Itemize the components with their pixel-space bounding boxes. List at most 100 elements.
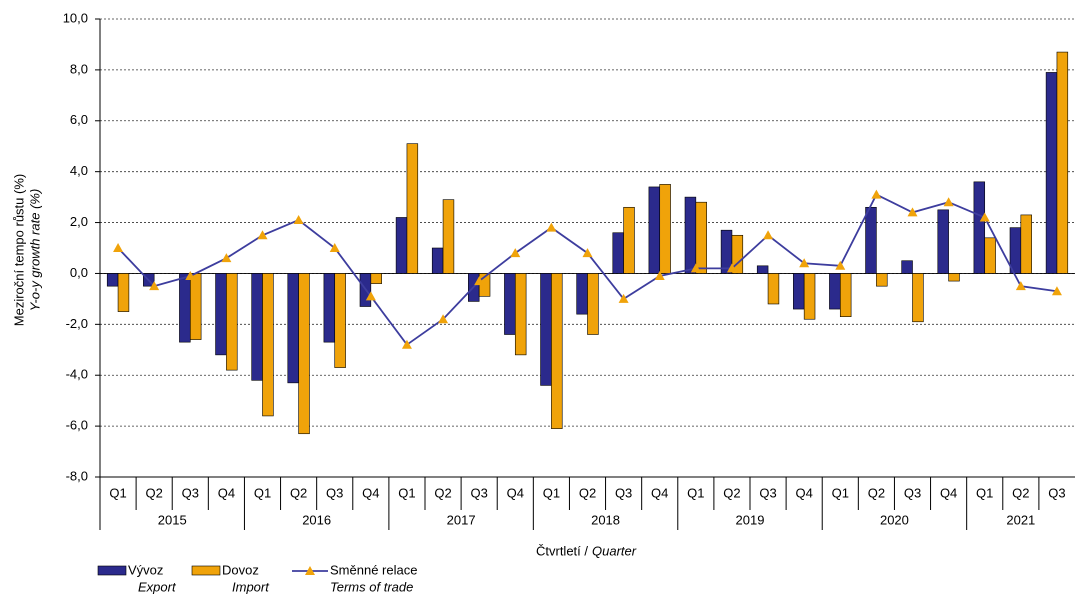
bar (612, 232, 624, 274)
legend-label: Dovoz (222, 562, 259, 577)
bar (659, 184, 671, 274)
year-label: 2020 (880, 512, 909, 527)
bar (937, 209, 949, 274)
legend-swatch (97, 565, 127, 576)
marker (365, 291, 376, 301)
bar (803, 273, 816, 320)
legend-label: Vývoz (128, 562, 163, 577)
x-tick-label: Q2 (723, 485, 740, 500)
marker (799, 258, 810, 268)
bar (226, 273, 238, 371)
x-tick-label: Q3 (470, 485, 487, 500)
marker (835, 260, 846, 270)
marker (943, 197, 954, 207)
y-tick-label: 10,0 (63, 10, 88, 25)
bar (756, 265, 769, 274)
bar (251, 273, 263, 381)
bar (262, 273, 274, 417)
x-tick-label: Q4 (362, 485, 379, 500)
x-tick-label: Q1 (976, 485, 993, 500)
x-tick-label: Q3 (904, 485, 921, 500)
bar (106, 273, 119, 287)
marker (221, 253, 232, 263)
bar (395, 217, 408, 274)
marker (979, 212, 990, 222)
x-tick-label: Q1 (109, 485, 126, 500)
marker (293, 215, 304, 225)
bar (695, 201, 707, 274)
bar (189, 273, 202, 340)
marker (257, 230, 268, 240)
bar (442, 199, 455, 274)
y-tick-label: 6,0 (70, 112, 88, 127)
bar (973, 181, 986, 274)
bar (901, 260, 913, 274)
marker (510, 248, 521, 258)
x-tick-label: Q4 (795, 485, 812, 500)
legend-swatch (191, 565, 221, 576)
marker (113, 243, 124, 252)
marker (438, 314, 449, 324)
x-tick-label: Q3 (759, 485, 776, 500)
bar (179, 273, 191, 343)
bar (587, 273, 599, 335)
marker (1015, 281, 1026, 291)
year-label: 2019 (736, 512, 765, 527)
year-label: 2015 (158, 512, 187, 527)
marker (185, 270, 196, 280)
year-label: 2016 (302, 512, 331, 527)
y-tick-label: 4,0 (70, 163, 88, 178)
bar (984, 237, 996, 274)
bar (406, 143, 419, 274)
x-tick-label: Q1 (254, 485, 271, 500)
y-tick-label: -8,0 (66, 468, 88, 483)
y-axis-title-en: Y-o-y growth rate (%) (27, 189, 42, 312)
legend-label-en: Terms of trade (330, 579, 413, 594)
x-tick-label: Q4 (507, 485, 524, 500)
bar (865, 206, 877, 274)
bar (117, 273, 130, 312)
legend-label: Směnné relace (330, 562, 417, 577)
bar (623, 206, 635, 274)
bar (1020, 214, 1032, 274)
x-tick-label: Q4 (218, 485, 235, 500)
bar (370, 273, 382, 284)
y-tick-label: 0,0 (70, 265, 88, 280)
bar (912, 273, 924, 323)
bar (793, 273, 805, 310)
bar (1045, 72, 1058, 274)
bar (829, 273, 841, 310)
bar (323, 273, 336, 343)
x-tick-label: Q4 (940, 485, 957, 500)
x-tick-label: Q1 (398, 485, 415, 500)
marker (654, 270, 665, 280)
x-tick-label: Q2 (434, 485, 451, 500)
bar (576, 273, 588, 315)
bar (540, 273, 552, 386)
marker (726, 263, 737, 273)
bar (215, 273, 227, 356)
marker (690, 263, 701, 273)
y-tick-label: -2,0 (66, 316, 88, 331)
x-tick-label: Q1 (832, 485, 849, 500)
bar (839, 273, 852, 318)
bar (684, 196, 697, 274)
legend-label-en: Export (138, 579, 177, 594)
bar (767, 273, 780, 305)
marker (474, 276, 485, 286)
bar (334, 273, 346, 368)
x-tick-label: Q2 (145, 485, 162, 500)
bar (876, 273, 888, 287)
marker (329, 243, 340, 252)
x-tick-label: Q3 (182, 485, 199, 500)
bar (287, 273, 299, 384)
marker (401, 339, 412, 349)
marker (763, 230, 774, 240)
legend-label-en: Import (232, 579, 270, 594)
x-tick-label: Q2 (1012, 485, 1029, 500)
bar (1056, 51, 1069, 274)
y-tick-label: 2,0 (70, 214, 88, 229)
bar (1009, 227, 1022, 274)
marker (149, 281, 160, 291)
